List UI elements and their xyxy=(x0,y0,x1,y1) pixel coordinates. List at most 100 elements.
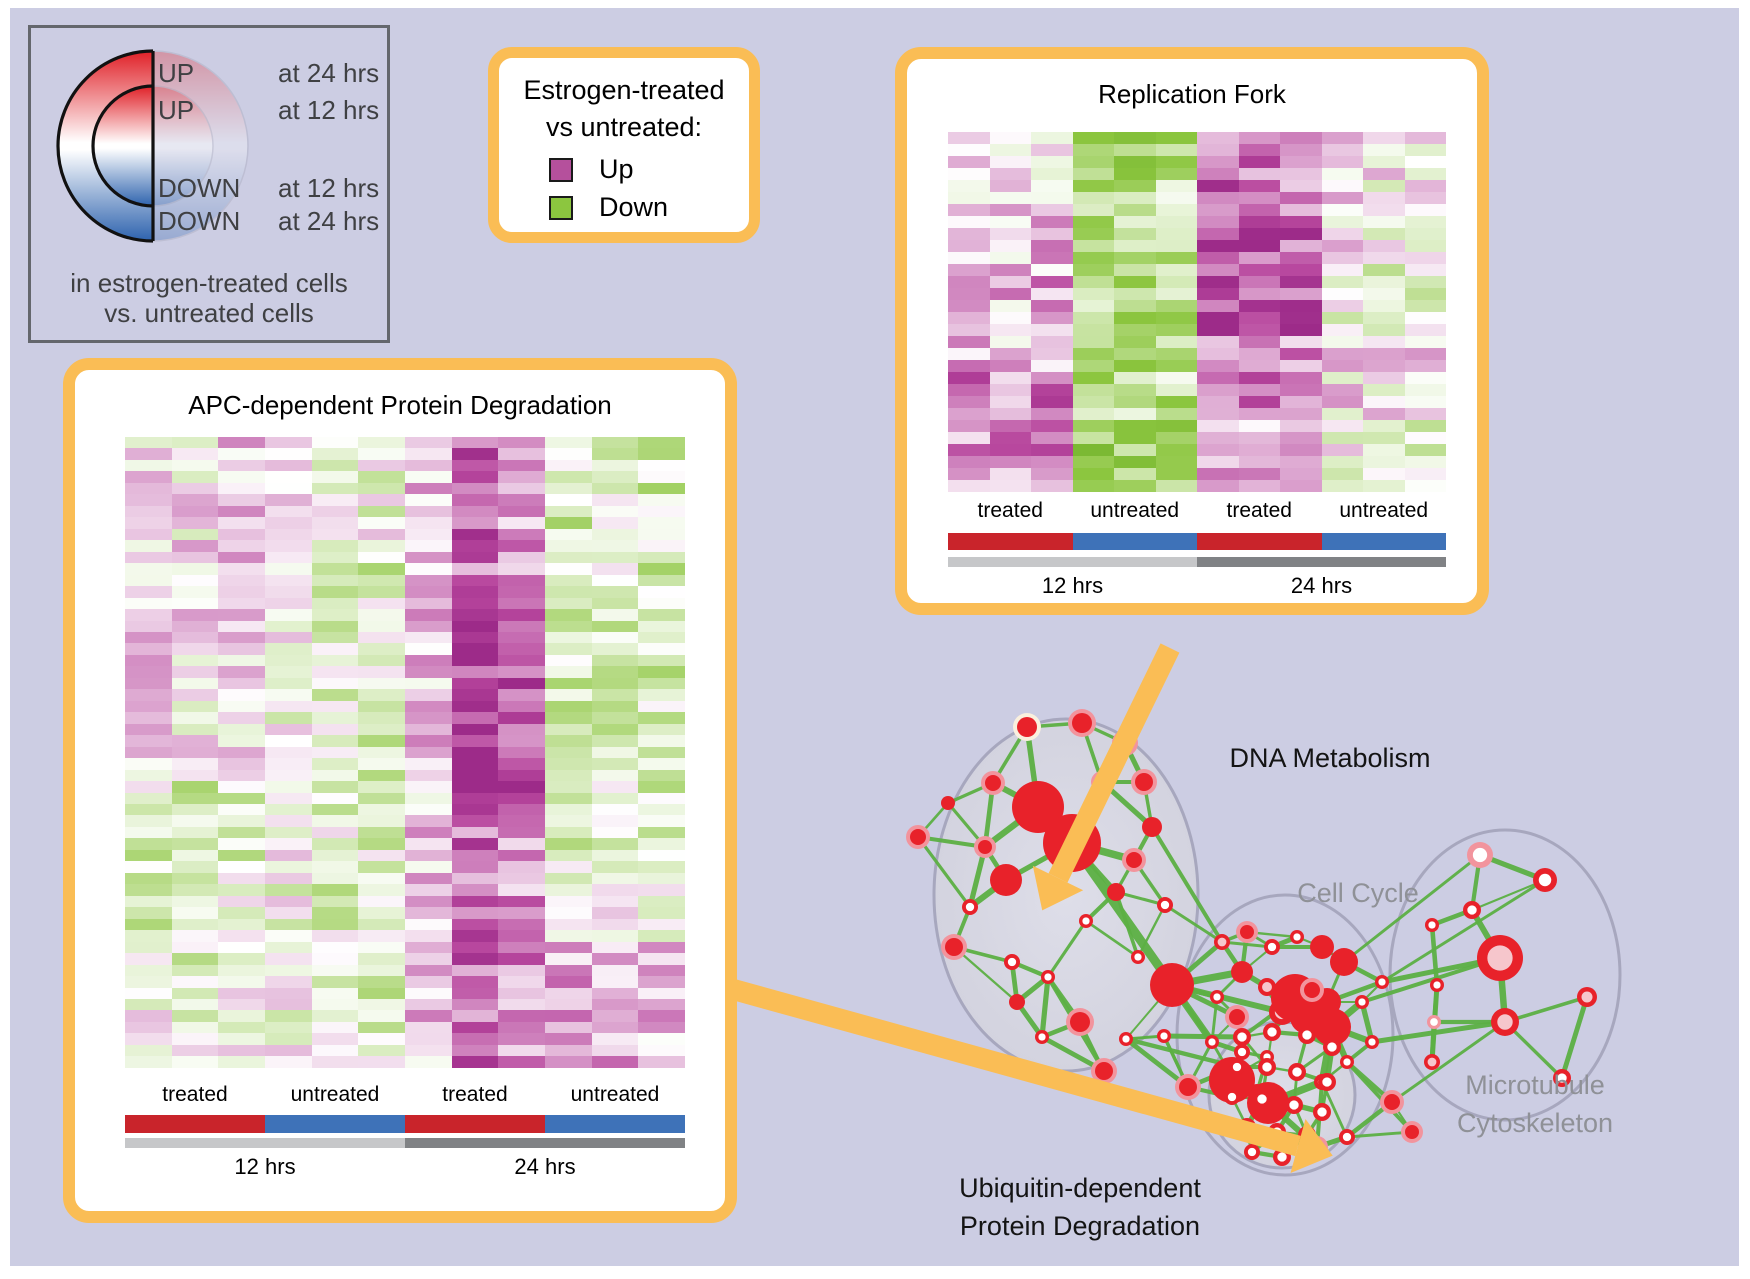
heatmap-cell xyxy=(1238,276,1280,288)
heatmap-cell xyxy=(1031,312,1073,324)
heatmap-cell xyxy=(1031,144,1073,156)
heatmap-cell xyxy=(638,804,686,816)
heatmap-cell xyxy=(1114,384,1156,396)
heatmap-cell xyxy=(265,459,312,472)
heatmap-cell xyxy=(358,861,406,873)
heatmap-cell xyxy=(1031,408,1073,420)
heatmap-cell xyxy=(218,471,266,483)
network-edge xyxy=(1343,853,1481,964)
heatmap-cell xyxy=(451,631,499,644)
heatmap-cell xyxy=(948,252,990,264)
heatmap-row xyxy=(125,781,686,793)
heatmap-cell xyxy=(591,758,639,770)
heatmap-cell xyxy=(171,826,219,839)
heatmap-row xyxy=(948,372,1446,384)
heatmap-cell xyxy=(358,838,406,850)
network-edge xyxy=(1163,1033,1243,1040)
heatmap-cell xyxy=(591,517,639,529)
heatmap-cell xyxy=(591,459,639,472)
heatmap-cell xyxy=(125,620,172,632)
heatmap-cell xyxy=(358,437,406,449)
heatmap-cell xyxy=(1280,372,1322,384)
heatmap-cell xyxy=(451,528,499,541)
heatmap-cell xyxy=(171,551,219,564)
heatmap-cell xyxy=(358,586,406,598)
heatmap-cell xyxy=(218,563,266,575)
heatmap-cell xyxy=(311,505,359,518)
heatmap-cell xyxy=(1072,408,1114,420)
apc-group-labels: treated untreated treated untreated xyxy=(125,1083,685,1107)
heatmap-cell xyxy=(451,712,499,724)
heatmap-cell xyxy=(218,918,266,931)
heatmap-row xyxy=(125,872,686,885)
heatmap-cell xyxy=(1155,360,1197,372)
heatmap-cell xyxy=(1072,240,1114,252)
heatmap-cell xyxy=(405,815,452,827)
heatmap-cell xyxy=(218,574,266,587)
heatmap-cell xyxy=(311,998,359,1011)
heatmap-cell xyxy=(171,804,219,816)
heatmap-cell xyxy=(358,1056,406,1068)
microtubule-label-line2: Cytoskeleton xyxy=(1457,1108,1613,1138)
heatmap-cell xyxy=(405,551,452,564)
heatmap-cell xyxy=(311,976,359,988)
heatmap-cell xyxy=(591,735,639,747)
heatmap-cell xyxy=(171,838,219,850)
heatmap-cell xyxy=(591,964,639,977)
heatmap-row xyxy=(125,746,686,759)
estrogen-legend-title-line1: Estrogen-treated xyxy=(523,75,725,105)
heatmap-cell xyxy=(1238,348,1280,360)
heatmap-cell xyxy=(545,471,592,483)
heatmap-cell xyxy=(311,953,359,965)
heatmap-cell xyxy=(171,1033,219,1045)
heatmap-cell xyxy=(265,586,312,598)
network-node xyxy=(1013,713,1041,741)
network-node xyxy=(1430,978,1444,992)
heatmap-cell xyxy=(638,586,686,598)
heatmap-cell xyxy=(1072,396,1114,408)
heatmap-cell xyxy=(1404,408,1446,420)
heatmap-cell xyxy=(638,1033,686,1045)
legend-item-label: Down xyxy=(599,192,669,222)
heatmap-row xyxy=(125,471,686,483)
heatmap-cell xyxy=(1280,312,1322,324)
heatmap-cell xyxy=(1280,264,1322,276)
heatmap-cell xyxy=(405,540,452,552)
heatmap-cell xyxy=(218,1021,266,1034)
heatmap-cell xyxy=(171,700,219,713)
heatmap-cell xyxy=(451,448,499,460)
heatmap-cell xyxy=(265,1044,312,1057)
heatmap-cell xyxy=(125,609,172,621)
heatmap-cell xyxy=(125,505,172,518)
heatmap-cell xyxy=(218,735,266,747)
heatmap-cell xyxy=(948,192,990,204)
heatmap-cell xyxy=(638,712,686,724)
heatmap-row xyxy=(125,666,686,678)
heatmap-row xyxy=(125,712,686,724)
heatmap-cell xyxy=(1155,132,1197,144)
heatmap-cell xyxy=(125,1044,172,1057)
arrow-shaft xyxy=(1048,643,1180,883)
heatmap-cell xyxy=(545,941,592,954)
heatmap-cell xyxy=(498,700,546,713)
heatmap-cell xyxy=(1321,312,1363,324)
heatmap-cell xyxy=(218,849,266,862)
estrogen-legend: Estrogen-treated vs untreated: Up Down xyxy=(488,47,760,243)
heatmap-cell xyxy=(1155,216,1197,228)
heatmap-cell xyxy=(1114,264,1156,276)
heatmap-cell xyxy=(311,700,359,713)
heatmap-cell xyxy=(498,976,546,988)
heatmap-row xyxy=(125,895,686,908)
heatmap-cell xyxy=(265,746,312,759)
heatmap-cell xyxy=(1321,372,1363,384)
heatmap-cell xyxy=(358,723,406,736)
network-node xyxy=(962,899,978,915)
heatmap-cell xyxy=(265,437,312,449)
heatmap-cell xyxy=(638,700,686,713)
heatmap-cell xyxy=(989,264,1031,276)
heatmap-cell xyxy=(265,448,312,460)
heatmap-cell xyxy=(405,643,452,655)
network-node xyxy=(1365,1035,1379,1049)
network-node xyxy=(1041,970,1055,984)
heatmap-cell xyxy=(218,930,266,942)
